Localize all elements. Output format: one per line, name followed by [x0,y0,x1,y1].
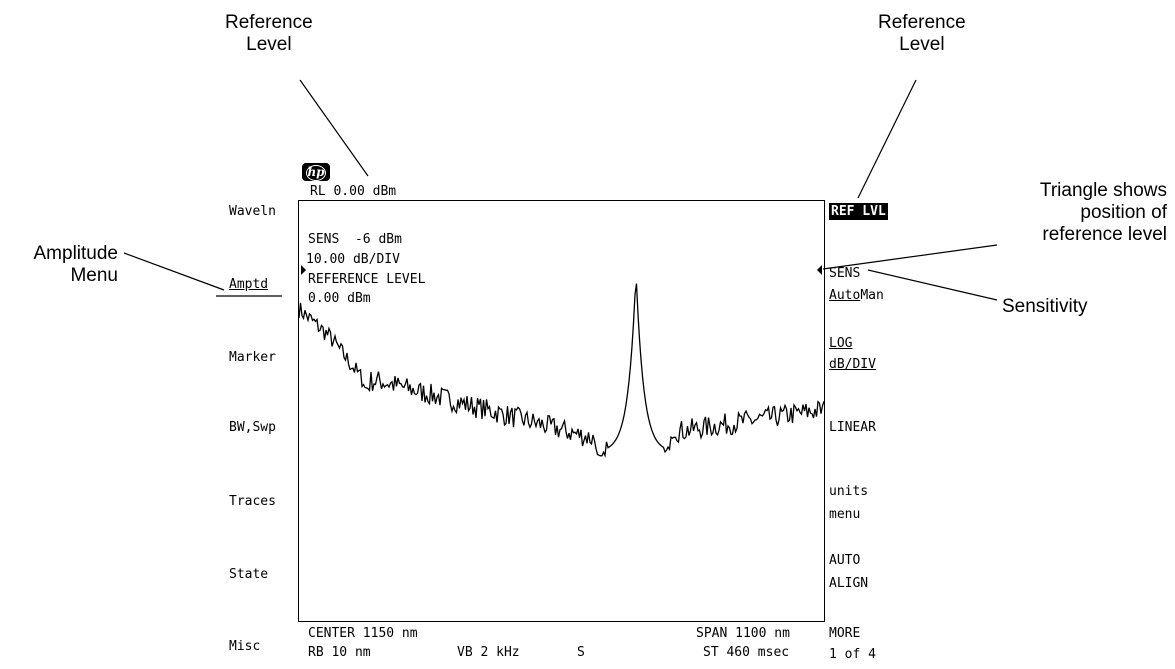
softkey-sens-auto-man[interactable]: AutoMan [829,288,884,304]
softkey-page-indicator: 1 of 4 [829,647,876,662]
menu-key-amptd[interactable]: Amptd [229,277,269,292]
menu-key-waveln[interactable]: Waveln [229,204,276,219]
active-function-value: 0.00 dBm [308,291,371,306]
leader-line-ref-right [857,79,917,199]
leader-line-triangle [822,244,998,270]
softkey-linear[interactable]: LINEAR [829,420,876,435]
menu-key-state[interactable]: State [229,567,269,582]
rb-readout: RB 10 nm [308,645,371,660]
sens-auto-option: Auto [829,288,861,303]
softkey-more[interactable]: MORE [829,626,861,641]
spectrum-trace [298,283,825,458]
reference-level-readout: RL 0.00 dBm [310,184,397,199]
callout-amplitude-menu: Amplitude Menu [33,243,119,286]
softkey-ref-lvl[interactable]: REF LVL [829,203,888,220]
scale-readout: 10.00 dB/DIV [306,252,400,267]
sensitivity-readout: SENS -6 dBm [308,232,402,247]
display-frame [298,200,825,622]
softkey-db-div[interactable]: dB/DIV [829,357,876,372]
softkey-auto-align-1[interactable]: AUTO [829,553,861,568]
st-readout: ST 460 msec [703,645,790,660]
sweep-status: S [577,645,585,660]
triangle-left-icon [817,265,822,275]
vb-readout: VB 2 kHz [457,645,520,660]
active-function-label: REFERENCE LEVEL [308,272,426,287]
logo-text: hp [306,165,326,181]
span-readout: SPAN 1100 nm [696,626,790,641]
menu-key-bw-swp[interactable]: BW,Swp [229,420,276,435]
callout-triangle: Triangle shows position of reference lev… [1039,180,1167,245]
hp-logo-icon: hp [302,163,330,181]
softkey-log[interactable]: LOG [829,336,853,351]
softkey-ref-lvl-label: REF LVL [829,203,888,220]
leader-line-ref-left [299,79,369,177]
softkey-units-menu[interactable]: menu [829,507,861,522]
callout-sensitivity: Sensitivity [1002,296,1088,317]
softkey-auto-align-2[interactable]: ALIGN [829,576,869,591]
menu-key-traces[interactable]: Traces [229,494,276,509]
callout-reference-level-left: Reference Level [225,12,313,55]
softkey-units-label[interactable]: units [829,484,869,499]
callout-reference-level-right: Reference Level [878,12,966,55]
triangle-right-icon [301,265,306,275]
softkey-sens-label[interactable]: SENS [829,266,861,281]
leader-line-amplitude [123,252,225,291]
menu-key-misc[interactable]: Misc [229,639,261,654]
menu-key-marker[interactable]: Marker [229,350,276,365]
center-readout: CENTER 1150 nm [308,626,418,641]
sens-man-option: Man [860,288,884,303]
leader-line-sensitivity [867,269,998,301]
